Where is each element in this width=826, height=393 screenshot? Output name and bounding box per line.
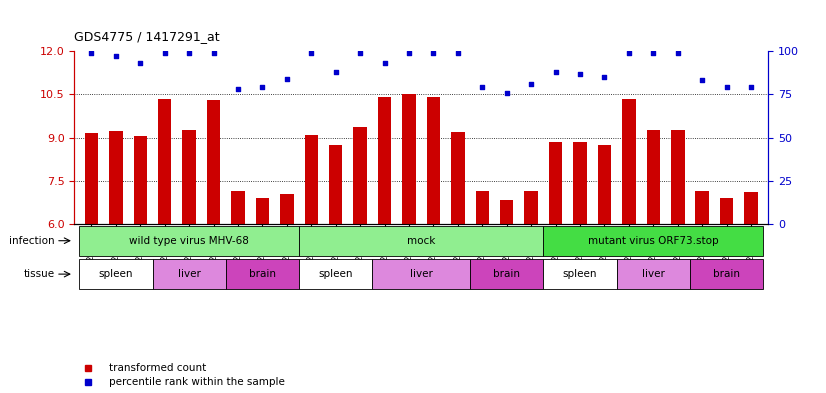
Bar bbox=[671, 130, 685, 224]
Bar bbox=[329, 145, 343, 224]
Text: spleen: spleen bbox=[98, 269, 133, 279]
Point bbox=[622, 50, 635, 56]
Bar bbox=[85, 133, 98, 224]
Bar bbox=[720, 198, 733, 224]
Bar bbox=[134, 136, 147, 224]
Text: transformed count: transformed count bbox=[109, 364, 206, 373]
Bar bbox=[305, 135, 318, 224]
Point bbox=[427, 50, 440, 56]
Bar bbox=[476, 191, 489, 224]
Text: infection: infection bbox=[9, 236, 55, 246]
Bar bbox=[451, 132, 465, 224]
Bar bbox=[256, 198, 269, 224]
Text: liver: liver bbox=[410, 269, 433, 279]
Point bbox=[501, 90, 514, 96]
Point bbox=[598, 74, 611, 80]
Text: brain: brain bbox=[249, 269, 276, 279]
Point bbox=[305, 50, 318, 56]
Bar bbox=[225, 259, 299, 289]
Bar bbox=[109, 131, 122, 224]
Text: mock: mock bbox=[407, 236, 435, 246]
Bar bbox=[153, 259, 225, 289]
Point bbox=[744, 84, 757, 90]
Bar bbox=[549, 142, 563, 224]
Point bbox=[402, 50, 415, 56]
Bar bbox=[79, 226, 299, 256]
Bar bbox=[354, 127, 367, 224]
Point bbox=[256, 84, 269, 90]
Bar bbox=[158, 99, 172, 224]
Bar bbox=[427, 97, 440, 224]
Point bbox=[329, 69, 342, 75]
Bar bbox=[373, 259, 470, 289]
Bar bbox=[544, 226, 763, 256]
Text: liver: liver bbox=[178, 269, 201, 279]
Bar bbox=[470, 259, 544, 289]
Text: spleen: spleen bbox=[563, 269, 597, 279]
Bar bbox=[299, 226, 544, 256]
Text: brain: brain bbox=[493, 269, 520, 279]
Text: GDS4775 / 1417291_at: GDS4775 / 1417291_at bbox=[74, 30, 220, 43]
Bar bbox=[690, 259, 763, 289]
Point bbox=[231, 86, 244, 92]
Point bbox=[109, 53, 122, 59]
Point bbox=[354, 50, 367, 56]
Point bbox=[720, 84, 733, 90]
Point bbox=[134, 60, 147, 66]
Bar bbox=[206, 100, 221, 224]
Bar bbox=[573, 142, 586, 224]
Bar bbox=[647, 130, 660, 224]
Text: tissue: tissue bbox=[24, 269, 55, 279]
Point bbox=[183, 50, 196, 56]
Text: liver: liver bbox=[642, 269, 665, 279]
Bar bbox=[544, 259, 617, 289]
Point bbox=[207, 50, 221, 56]
Bar bbox=[231, 191, 244, 224]
Point bbox=[525, 81, 538, 87]
Point bbox=[695, 77, 709, 84]
Bar bbox=[299, 259, 373, 289]
Text: percentile rank within the sample: percentile rank within the sample bbox=[109, 377, 285, 387]
Bar bbox=[617, 259, 690, 289]
Bar bbox=[525, 191, 538, 224]
Bar bbox=[280, 194, 293, 224]
Point bbox=[378, 60, 392, 66]
Point bbox=[451, 50, 464, 56]
Text: spleen: spleen bbox=[319, 269, 353, 279]
Point bbox=[85, 50, 98, 56]
Point bbox=[647, 50, 660, 56]
Bar bbox=[622, 99, 636, 224]
Bar bbox=[183, 130, 196, 224]
Point bbox=[549, 69, 563, 75]
Bar bbox=[695, 191, 709, 224]
Point bbox=[476, 84, 489, 90]
Bar bbox=[402, 94, 415, 224]
Bar bbox=[744, 192, 757, 224]
Point bbox=[280, 75, 293, 82]
Point bbox=[158, 50, 171, 56]
Bar bbox=[500, 200, 514, 224]
Bar bbox=[79, 259, 153, 289]
Text: brain: brain bbox=[713, 269, 740, 279]
Text: mutant virus ORF73.stop: mutant virus ORF73.stop bbox=[588, 236, 719, 246]
Bar bbox=[598, 145, 611, 224]
Point bbox=[573, 70, 586, 77]
Bar bbox=[378, 97, 392, 224]
Point bbox=[672, 50, 685, 56]
Text: wild type virus MHV-68: wild type virus MHV-68 bbox=[129, 236, 249, 246]
